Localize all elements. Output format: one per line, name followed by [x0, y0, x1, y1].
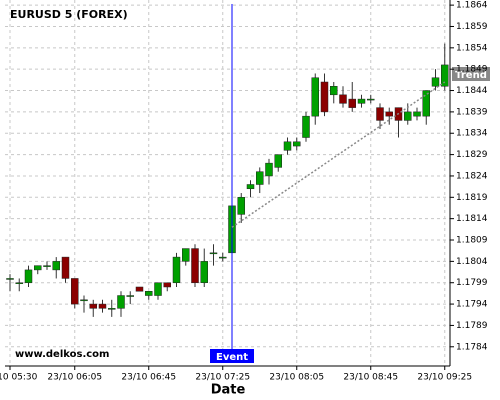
- candle-body: [413, 111, 421, 117]
- y-tick-label: 1.1839: [456, 107, 488, 117]
- candle-body: [431, 77, 440, 87]
- y-tick-label: 1.1854: [456, 43, 488, 53]
- candle-body: [265, 162, 273, 177]
- candle-body: [135, 286, 144, 292]
- candle-body: [274, 154, 282, 168]
- candle-body: [182, 248, 190, 262]
- candle-body: [154, 282, 162, 296]
- candle-body: [6, 278, 14, 280]
- candle-body: [348, 98, 356, 108]
- y-tick-label: 1.1814: [456, 214, 488, 224]
- candle-body: [283, 141, 292, 151]
- x-tick-label: 23/10 08:05: [269, 373, 324, 383]
- candle-body: [52, 261, 60, 271]
- candle-body: [404, 111, 412, 121]
- candle-body: [385, 111, 393, 117]
- candle-body: [293, 141, 301, 147]
- candle-body: [71, 278, 79, 305]
- candle-body: [200, 261, 208, 283]
- candle-body: [172, 256, 181, 283]
- y-tick-label: 1.1804: [456, 257, 488, 267]
- x-tick-label: 23/10 06:05: [47, 373, 102, 383]
- x-axis-title: Date: [211, 383, 246, 398]
- y-tick-label: 1.1849: [456, 65, 488, 75]
- event-label: Event: [216, 352, 248, 363]
- y-tick-label: 1.1859: [456, 22, 488, 32]
- candle-body: [320, 81, 329, 113]
- candle-body: [311, 77, 319, 117]
- event-label-box: [210, 349, 254, 363]
- x-tick-label: 23/10 09:25: [417, 373, 472, 383]
- candle-body: [163, 282, 171, 288]
- candle-body: [43, 265, 51, 267]
- y-tick-label: 1.1834: [456, 129, 488, 139]
- y-tick-label: 1.1794: [456, 300, 488, 310]
- y-tick-label: 1.1799: [456, 278, 488, 288]
- candle-body: [339, 94, 347, 104]
- y-tick-label: 1.1829: [456, 150, 488, 160]
- y-tick-label: 1.1824: [456, 171, 488, 181]
- chart-title: EURUSD 5 (FOREX): [10, 8, 128, 21]
- x-tick-label: 23/10 06:45: [121, 373, 176, 383]
- y-tick-label: 1.1784: [456, 342, 488, 352]
- x-tick-label: 23/10 07:25: [195, 373, 250, 383]
- trend-label-box: [452, 67, 490, 81]
- candle-body: [330, 86, 338, 96]
- candle-body: [24, 269, 33, 283]
- candle-body: [126, 295, 134, 297]
- candle-body: [191, 248, 199, 283]
- candle-body: [302, 115, 310, 138]
- y-tick-label: 1.1864: [456, 1, 488, 11]
- trend-label: Trend: [455, 70, 487, 81]
- candle-body: [98, 303, 107, 309]
- candle-body: [80, 299, 88, 302]
- candle-body: [108, 308, 116, 310]
- candle-body: [209, 252, 218, 255]
- watermark: www.delkos.com: [15, 349, 109, 360]
- x-tick-label: 23/10 05:30: [0, 373, 38, 383]
- candle-body: [117, 295, 125, 309]
- y-tick-label: 1.1809: [456, 236, 488, 246]
- candle-body: [256, 171, 264, 185]
- candle-body: [422, 90, 430, 117]
- candle-body: [376, 107, 384, 121]
- candle-body: [34, 265, 42, 271]
- candle-body: [246, 184, 255, 190]
- y-tick-label: 1.1844: [456, 86, 488, 96]
- y-tick-label: 1.1789: [456, 321, 488, 331]
- trend-line: [231, 81, 446, 228]
- y-tick-label: 1.1819: [456, 193, 488, 203]
- x-tick-label: 23/10 08:45: [343, 373, 398, 383]
- candle-body: [61, 256, 70, 279]
- candle-body: [367, 98, 375, 101]
- overlay: Event Trend: [210, 4, 490, 363]
- candle-body: [237, 197, 245, 215]
- candle-body: [357, 98, 366, 104]
- candle-body: [441, 64, 449, 87]
- grid: [5, 0, 450, 366]
- candle-body: [219, 256, 227, 259]
- candle-body: [89, 303, 97, 309]
- candle-body: [145, 291, 153, 296]
- candle-body: [15, 282, 23, 284]
